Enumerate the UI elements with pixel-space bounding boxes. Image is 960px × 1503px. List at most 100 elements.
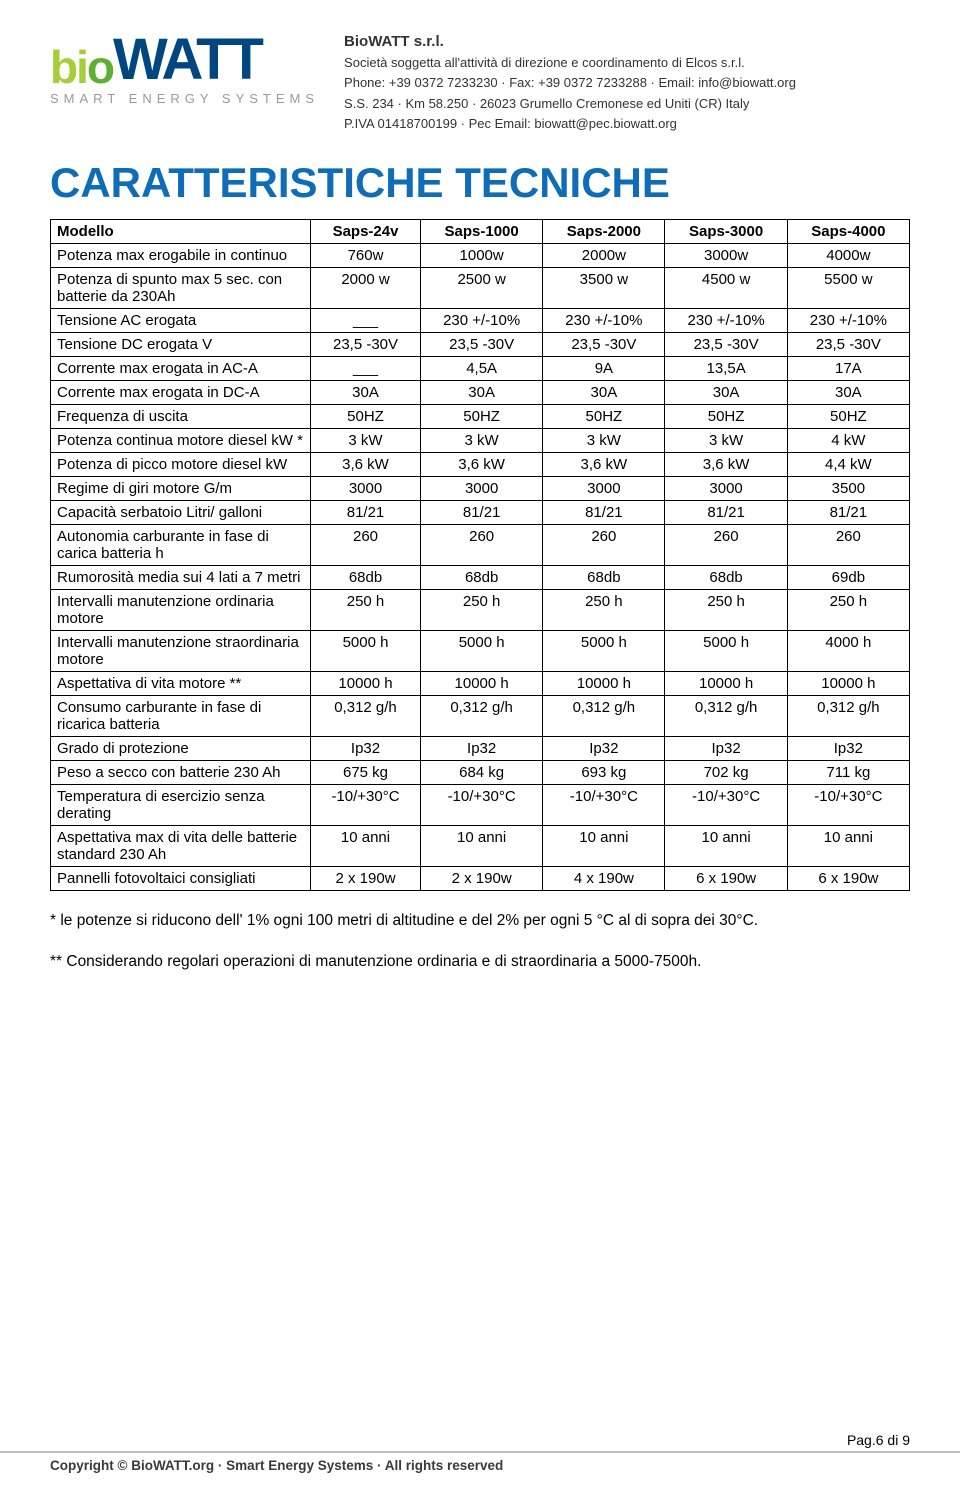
table-row: Intervalli manutenzione ordinaria motore… bbox=[51, 589, 910, 630]
cell-value: 30A bbox=[311, 380, 421, 404]
cell-value: 0,312 g/h bbox=[543, 695, 665, 736]
row-label: Potenza di spunto max 5 sec. con batteri… bbox=[51, 267, 311, 308]
cell-value: 68db bbox=[311, 565, 421, 589]
cell-value: 10000 h bbox=[665, 671, 787, 695]
cell-value: 0,312 g/h bbox=[311, 695, 421, 736]
cell-value: 260 bbox=[543, 524, 665, 565]
cell-value: 81/21 bbox=[421, 500, 543, 524]
cell-value: 50HZ bbox=[543, 404, 665, 428]
cell-value: 68db bbox=[543, 565, 665, 589]
cell-value: 230 +/-10% bbox=[665, 308, 787, 332]
row-label: Peso a secco con batterie 230 Ah bbox=[51, 760, 311, 784]
col-header: Saps-24v bbox=[311, 219, 421, 243]
row-label: Corrente max erogata in AC-A bbox=[51, 356, 311, 380]
row-label: Tensione AC erogata bbox=[51, 308, 311, 332]
row-label: Aspettativa max di vita delle batterie s… bbox=[51, 825, 311, 866]
cell-value: 4000 h bbox=[787, 630, 909, 671]
table-row: Temperatura di esercizio senza derating-… bbox=[51, 784, 910, 825]
table-row: Potenza max erogabile in continuo760w100… bbox=[51, 243, 910, 267]
cell-value: 10000 h bbox=[787, 671, 909, 695]
col-header: Saps-3000 bbox=[665, 219, 787, 243]
cell-value: 260 bbox=[665, 524, 787, 565]
cell-value: 6 x 190w bbox=[665, 866, 787, 890]
table-row: Grado di protezioneIp32Ip32Ip32Ip32Ip32 bbox=[51, 736, 910, 760]
cell-value: 2500 w bbox=[421, 267, 543, 308]
company-info: BioWATT s.r.l. Società soggetta all'atti… bbox=[344, 30, 910, 134]
cell-value: 2000 w bbox=[311, 267, 421, 308]
cell-value: 230 +/-10% bbox=[543, 308, 665, 332]
cell-value: 3,6 kW bbox=[311, 452, 421, 476]
cell-value: 0,312 g/h bbox=[787, 695, 909, 736]
row-label: Pannelli fotovoltaici consigliati bbox=[51, 866, 311, 890]
table-row: Tensione AC erogata___230 +/-10%230 +/-1… bbox=[51, 308, 910, 332]
table-row: Consumo carburante in fase di ricarica b… bbox=[51, 695, 910, 736]
cell-value: 4500 w bbox=[665, 267, 787, 308]
cell-value: 13,5A bbox=[665, 356, 787, 380]
cell-value: 5500 w bbox=[787, 267, 909, 308]
cell-value: 10 anni bbox=[543, 825, 665, 866]
cell-value: 0,312 g/h bbox=[421, 695, 543, 736]
cell-value: 10 anni bbox=[787, 825, 909, 866]
cell-value: 3500 bbox=[787, 476, 909, 500]
table-row: Capacità serbatoio Litri/ galloni81/2181… bbox=[51, 500, 910, 524]
cell-value: 3,6 kW bbox=[543, 452, 665, 476]
cell-value: 5000 h bbox=[311, 630, 421, 671]
row-label: Potenza continua motore diesel kW * bbox=[51, 428, 311, 452]
company-line: Società soggetta all'attività di direzio… bbox=[344, 53, 910, 73]
cell-value: 0,312 g/h bbox=[665, 695, 787, 736]
row-label: Regime di giri motore G/m bbox=[51, 476, 311, 500]
cell-value: 675 kg bbox=[311, 760, 421, 784]
cell-value: 260 bbox=[787, 524, 909, 565]
table-row: Potenza di spunto max 5 sec. con batteri… bbox=[51, 267, 910, 308]
cell-value: 4,4 kW bbox=[787, 452, 909, 476]
cell-value: 3500 w bbox=[543, 267, 665, 308]
table-row: Autonomia carburante in fase di carica b… bbox=[51, 524, 910, 565]
cell-value: 30A bbox=[665, 380, 787, 404]
cell-value: 760w bbox=[311, 243, 421, 267]
row-label: Intervalli manutenzione ordinaria motore bbox=[51, 589, 311, 630]
cell-value: 4 kW bbox=[787, 428, 909, 452]
cell-value: 23,5 -30V bbox=[543, 332, 665, 356]
cell-value: 3 kW bbox=[311, 428, 421, 452]
cell-value: 684 kg bbox=[421, 760, 543, 784]
cell-value: 250 h bbox=[311, 589, 421, 630]
cell-value: 23,5 -30V bbox=[787, 332, 909, 356]
cell-value: 69db bbox=[787, 565, 909, 589]
row-label: Tensione DC erogata V bbox=[51, 332, 311, 356]
cell-value: 5000 h bbox=[543, 630, 665, 671]
cell-value: 250 h bbox=[665, 589, 787, 630]
page-number: Pag.6 di 9 bbox=[847, 1432, 910, 1448]
cell-value: 3 kW bbox=[421, 428, 543, 452]
cell-value: 711 kg bbox=[787, 760, 909, 784]
cell-value: 3,6 kW bbox=[421, 452, 543, 476]
page-header: bio WATT SMART ENERGY SYSTEMS BioWATT s.… bbox=[0, 0, 960, 149]
cell-value: 3 kW bbox=[665, 428, 787, 452]
footer-divider bbox=[0, 1451, 960, 1453]
cell-value: 693 kg bbox=[543, 760, 665, 784]
cell-value: Ip32 bbox=[421, 736, 543, 760]
table-header-row: Modello Saps-24v Saps-1000 Saps-2000 Sap… bbox=[51, 219, 910, 243]
cell-value: 3000 bbox=[665, 476, 787, 500]
table-row: Rumorosità media sui 4 lati a 7 metri68d… bbox=[51, 565, 910, 589]
cell-value: -10/+30°C bbox=[787, 784, 909, 825]
cell-value: 50HZ bbox=[787, 404, 909, 428]
logo-wordmark: bio WATT bbox=[50, 30, 319, 97]
cell-value: 3000 bbox=[311, 476, 421, 500]
table-row: Potenza di picco motore diesel kW3,6 kW3… bbox=[51, 452, 910, 476]
cell-value: 23,5 -30V bbox=[665, 332, 787, 356]
company-line: P.IVA 01418700199 · Pec Email: biowatt@p… bbox=[344, 114, 910, 134]
cell-value: 30A bbox=[421, 380, 543, 404]
cell-value: Ip32 bbox=[665, 736, 787, 760]
cell-value: ___ bbox=[311, 356, 421, 380]
cell-value: 10000 h bbox=[543, 671, 665, 695]
cell-value: 4000w bbox=[787, 243, 909, 267]
cell-value: 230 +/-10% bbox=[787, 308, 909, 332]
table-row: Corrente max erogata in AC-A___4,5A9A13,… bbox=[51, 356, 910, 380]
cell-value: Ip32 bbox=[543, 736, 665, 760]
row-label: Grado di protezione bbox=[51, 736, 311, 760]
table-row: Aspettativa max di vita delle batterie s… bbox=[51, 825, 910, 866]
logo-subtitle: SMART ENERGY SYSTEMS bbox=[50, 91, 319, 106]
cell-value: 4 x 190w bbox=[543, 866, 665, 890]
col-header: Saps-1000 bbox=[421, 219, 543, 243]
table-row: Frequenza di uscita50HZ50HZ50HZ50HZ50HZ bbox=[51, 404, 910, 428]
